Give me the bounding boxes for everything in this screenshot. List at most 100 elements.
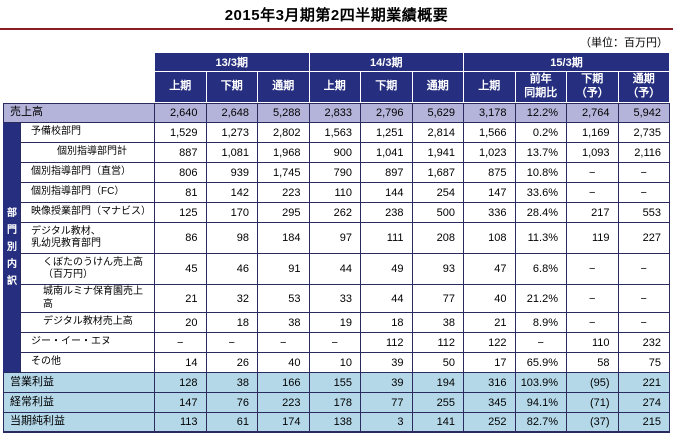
- value-cell: 2,764: [567, 103, 619, 123]
- value-cell: 939: [206, 163, 258, 183]
- value-cell: −: [567, 285, 619, 313]
- value-cell: 217: [567, 203, 619, 223]
- value-cell: 227: [618, 223, 670, 254]
- row-label: デジタル教材売上高: [21, 313, 155, 333]
- value-cell: 238: [361, 203, 413, 223]
- value-cell: 112: [361, 333, 413, 353]
- value-cell: −: [567, 183, 619, 203]
- table-row-dept: 個別指導部門計 887 1,081 1,968 900 1,041 1,941 1,023 13…: [3, 143, 670, 163]
- value-cell: 44: [361, 285, 413, 313]
- value-cell: 1,093: [567, 143, 619, 163]
- col-header-7: 上期: [464, 72, 516, 103]
- value-cell: 18: [361, 313, 413, 333]
- value-cell: 254: [412, 183, 464, 203]
- value-cell: 223: [258, 393, 310, 413]
- value-cell: 147: [155, 393, 207, 413]
- value-cell: 45: [155, 254, 207, 285]
- value-cell: 10: [309, 353, 361, 373]
- value-cell: (71): [567, 393, 619, 413]
- value-cell: 316: [464, 373, 516, 393]
- row-label: 個別指導部門計: [21, 143, 155, 163]
- value-cell: 138: [309, 413, 361, 433]
- value-cell: 18: [206, 313, 258, 333]
- col-header-5: 下期: [361, 72, 413, 103]
- value-cell: −: [155, 333, 207, 353]
- sub-header-row: 上期 下期 通期 上期 下期 通期 上期 前年 同期比 下期 （予） 通期 （予）: [3, 72, 670, 103]
- table-row-dept: デジタル教材、 乳幼児教育部門 86 98 184 97 111 208 108 11.3% 11…: [3, 223, 670, 254]
- value-cell: 0.2%: [515, 123, 567, 143]
- col-header-10: 通期 （予）: [618, 72, 670, 103]
- col-header-6: 通期: [412, 72, 464, 103]
- value-cell: 39: [361, 373, 413, 393]
- value-cell: 184: [258, 223, 310, 254]
- earnings-table: 13/3期 14/3期 15/3期 上期 下期 通期 上期 下期 通期 上期 前年 同期比 下期…: [3, 53, 670, 433]
- value-cell: 208: [412, 223, 464, 254]
- value-cell: 110: [309, 183, 361, 203]
- period-group-row: 13/3期 14/3期 15/3期: [3, 53, 670, 103]
- value-cell: 1,745: [258, 163, 310, 183]
- value-cell: 1,273: [206, 123, 258, 143]
- value-cell: 47: [464, 254, 516, 285]
- page: 2015年3月期第2四半期業績概要 （単位：百万円） 13/3期 14/3期 1…: [0, 7, 673, 433]
- value-cell: 194: [412, 373, 464, 393]
- col-header-1: 上期: [155, 72, 207, 103]
- value-cell: 2,833: [309, 103, 361, 123]
- table-row-dept: ジー・イー・エヌ − − − −112 112 122−110 232: [3, 333, 670, 353]
- value-cell: 142: [206, 183, 258, 203]
- value-cell: −: [618, 285, 670, 313]
- value-cell: 38: [206, 373, 258, 393]
- value-cell: 178: [309, 393, 361, 413]
- table-row-dept: 映像授業部門（マナビス） 125 170 295 262 238 500 336 28.4% 21…: [3, 203, 670, 223]
- value-cell: 223: [258, 183, 310, 203]
- value-cell: 39: [361, 353, 413, 373]
- value-cell: 887: [155, 143, 207, 163]
- side-label-char: 訳: [7, 276, 17, 287]
- value-cell: 13.7%: [515, 143, 567, 163]
- row-label: 営業利益: [3, 373, 155, 393]
- value-cell: 790: [309, 163, 361, 183]
- value-cell: 1,023: [464, 143, 516, 163]
- value-cell: 875: [464, 163, 516, 183]
- row-label: ジー・イー・エヌ: [21, 333, 155, 353]
- value-cell: 174: [258, 413, 310, 433]
- value-cell: (37): [567, 413, 619, 433]
- value-cell: 21: [464, 313, 516, 333]
- value-cell: 232: [618, 333, 670, 353]
- row-label: その他: [21, 353, 155, 373]
- value-cell: 86: [155, 223, 207, 254]
- table-row-profit: 経常利益 147 76 223 178 77 255 345 94.1% (71) 274: [3, 393, 670, 413]
- value-cell: 5,288: [258, 103, 310, 123]
- value-cell: 111: [361, 223, 413, 254]
- value-cell: −: [567, 313, 619, 333]
- value-cell: 58: [567, 353, 619, 373]
- value-cell: 122: [464, 333, 516, 353]
- value-cell: 65.9%: [515, 353, 567, 373]
- row-label: 予備校部門: [21, 123, 155, 143]
- side-label-char: 内: [7, 259, 17, 270]
- col-header-9: 下期 （予）: [567, 72, 619, 103]
- value-cell: 19: [309, 313, 361, 333]
- value-cell: 97: [309, 223, 361, 254]
- value-cell: 12.2%: [515, 103, 567, 123]
- value-cell: 32: [206, 285, 258, 313]
- col-header-8: 前年 同期比: [515, 72, 567, 103]
- value-cell: 10.8%: [515, 163, 567, 183]
- value-cell: 262: [309, 203, 361, 223]
- corner-cell: [3, 53, 155, 103]
- value-cell: 113: [155, 413, 207, 433]
- value-cell: 1,563: [309, 123, 361, 143]
- value-cell: 28.4%: [515, 203, 567, 223]
- table-row-dept: デジタル教材売上高 20 18 38 19 18 38 21 8.9% − −: [3, 313, 670, 333]
- value-cell: 17: [464, 353, 516, 373]
- value-cell: 50: [412, 353, 464, 373]
- value-cell: 144: [361, 183, 413, 203]
- col-header-3: 通期: [258, 72, 310, 103]
- row-label: 経常利益: [3, 393, 155, 413]
- value-cell: −: [618, 183, 670, 203]
- value-cell: 1,251: [361, 123, 413, 143]
- value-cell: −: [567, 163, 619, 183]
- value-cell: 1,081: [206, 143, 258, 163]
- value-cell: 553: [618, 203, 670, 223]
- value-cell: 221: [618, 373, 670, 393]
- col-header-4: 上期: [309, 72, 361, 103]
